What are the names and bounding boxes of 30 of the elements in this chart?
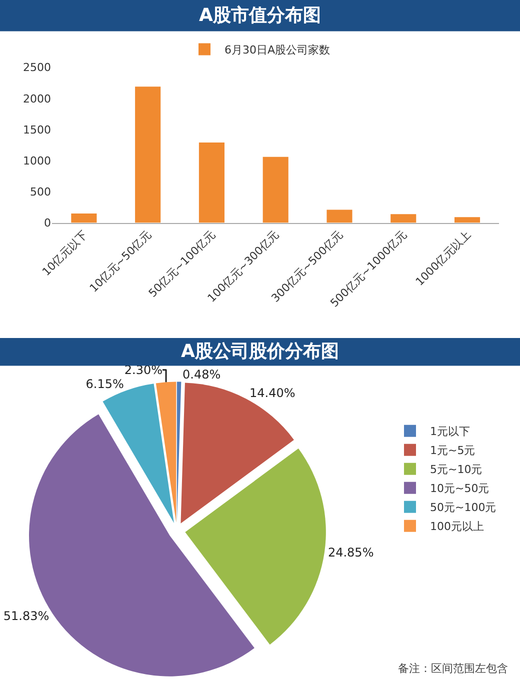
- bar: [198, 142, 224, 223]
- data-label: 2.30%: [124, 362, 163, 377]
- bar: [390, 214, 416, 223]
- legend-label: 100元以上: [430, 520, 484, 534]
- legend-label: 6月30日A股公司家数: [224, 43, 330, 56]
- data-label: 24.85%: [328, 546, 374, 560]
- y-tick-label: 500: [30, 186, 51, 199]
- chart-title: A股市值分布图: [199, 5, 321, 26]
- bar: [262, 156, 288, 223]
- x-tick-label: 10亿元以下: [40, 228, 90, 278]
- chart-title: A股公司股价分布图: [181, 341, 339, 362]
- y-tick-label: 2000: [23, 92, 51, 106]
- data-label: 51.83%: [3, 608, 50, 623]
- bar: [71, 213, 97, 223]
- data-label: 14.40%: [250, 386, 296, 400]
- legend-label: 5元~10元: [430, 463, 482, 476]
- y-tick-label: 1500: [23, 123, 51, 136]
- text: 备注：区间范围左包含: [398, 662, 508, 675]
- bar: [326, 210, 352, 223]
- legend-label: 1元以下: [430, 425, 470, 438]
- legend-label: 1元~5元: [430, 444, 476, 458]
- data-label: 6.15%: [86, 376, 124, 391]
- data-label: 0.48%: [182, 368, 221, 382]
- bar: [135, 86, 161, 223]
- bar: [454, 217, 480, 223]
- y-tick-label: 2500: [23, 61, 51, 74]
- legend-label: 10元~50元: [430, 482, 490, 496]
- y-tick-label: 0: [44, 216, 51, 230]
- y-tick-label: 1000: [23, 154, 51, 168]
- legend-label: 50元~100元: [430, 501, 496, 514]
